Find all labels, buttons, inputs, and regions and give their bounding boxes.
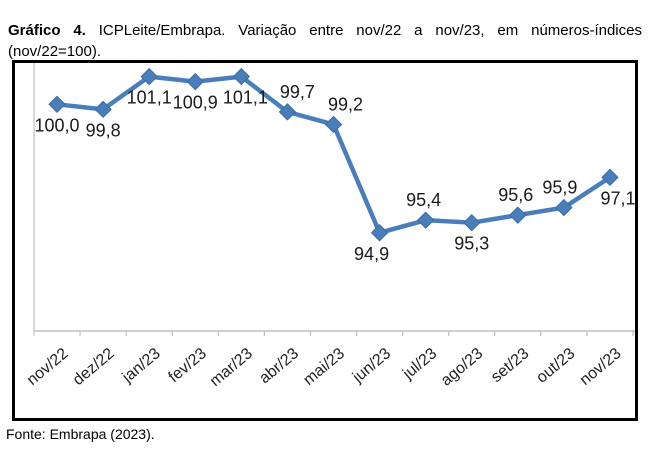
x-axis-label: jun/23 xyxy=(349,345,394,387)
data-point-marker xyxy=(186,72,204,91)
data-point-marker xyxy=(463,213,481,232)
data-point-marker xyxy=(416,211,435,229)
data-label: 101,1 xyxy=(127,88,172,108)
x-axis-label: jan/23 xyxy=(119,345,164,387)
data-label: 99,8 xyxy=(86,120,121,140)
x-axis-label: ago/23 xyxy=(438,345,486,390)
line-chart: 100,0 99,8 101,1 100,9 101,1 99,7 99,2 94,9 95,4… xyxy=(24,63,635,390)
data-label: 95,4 xyxy=(406,190,441,210)
chart-frame: 100,0 99,8 101,1 100,9 101,1 99,7 99,2 94,9 95,4… xyxy=(12,60,638,421)
x-axis-label: nov/22 xyxy=(24,345,72,389)
data-point-marker xyxy=(370,224,389,242)
data-label: 99,7 xyxy=(280,82,315,102)
data-point-marker xyxy=(601,168,619,187)
x-axis-label: dez/22 xyxy=(70,345,118,389)
data-point-marker xyxy=(94,100,112,119)
data-point-marker xyxy=(324,115,343,134)
x-axis-label: jul/23 xyxy=(399,345,440,383)
x-axis-label: fev/23 xyxy=(166,345,210,386)
chart-caption: Gráfico 4. ICPLeite/Embrapa. Variação en… xyxy=(8,21,642,62)
data-point-marker xyxy=(140,67,158,86)
source-note: Fonte: Embrapa (2023). xyxy=(6,426,155,442)
x-axis-label: abr/23 xyxy=(256,345,302,387)
caption-text: ICPLeite/Embrapa. Variação entre nov/22 … xyxy=(8,22,642,60)
data-point-marker xyxy=(278,103,297,121)
x-axis-label: set/23 xyxy=(488,345,532,386)
caption-number: Gráfico 4. xyxy=(8,22,86,39)
data-label: 95,3 xyxy=(454,234,489,254)
data-label: 99,2 xyxy=(328,94,363,114)
data-point-marker xyxy=(232,67,251,86)
data-label: 97,1 xyxy=(600,188,635,208)
data-label: 95,6 xyxy=(498,185,533,205)
data-label: 100,0 xyxy=(35,115,80,135)
data-label: 95,9 xyxy=(542,178,577,198)
data-point-marker xyxy=(48,95,66,114)
data-label: 94,9 xyxy=(354,244,389,264)
x-axis-label: mar/23 xyxy=(207,345,256,390)
x-axis-label: out/23 xyxy=(533,345,578,387)
x-axis-label: nov/23 xyxy=(577,345,625,389)
data-point-marker xyxy=(555,198,573,217)
x-axis-label: mai/23 xyxy=(300,345,348,389)
data-point-marker xyxy=(509,206,527,224)
data-label: 101,1 xyxy=(223,88,268,108)
data-label: 100,9 xyxy=(173,93,218,113)
